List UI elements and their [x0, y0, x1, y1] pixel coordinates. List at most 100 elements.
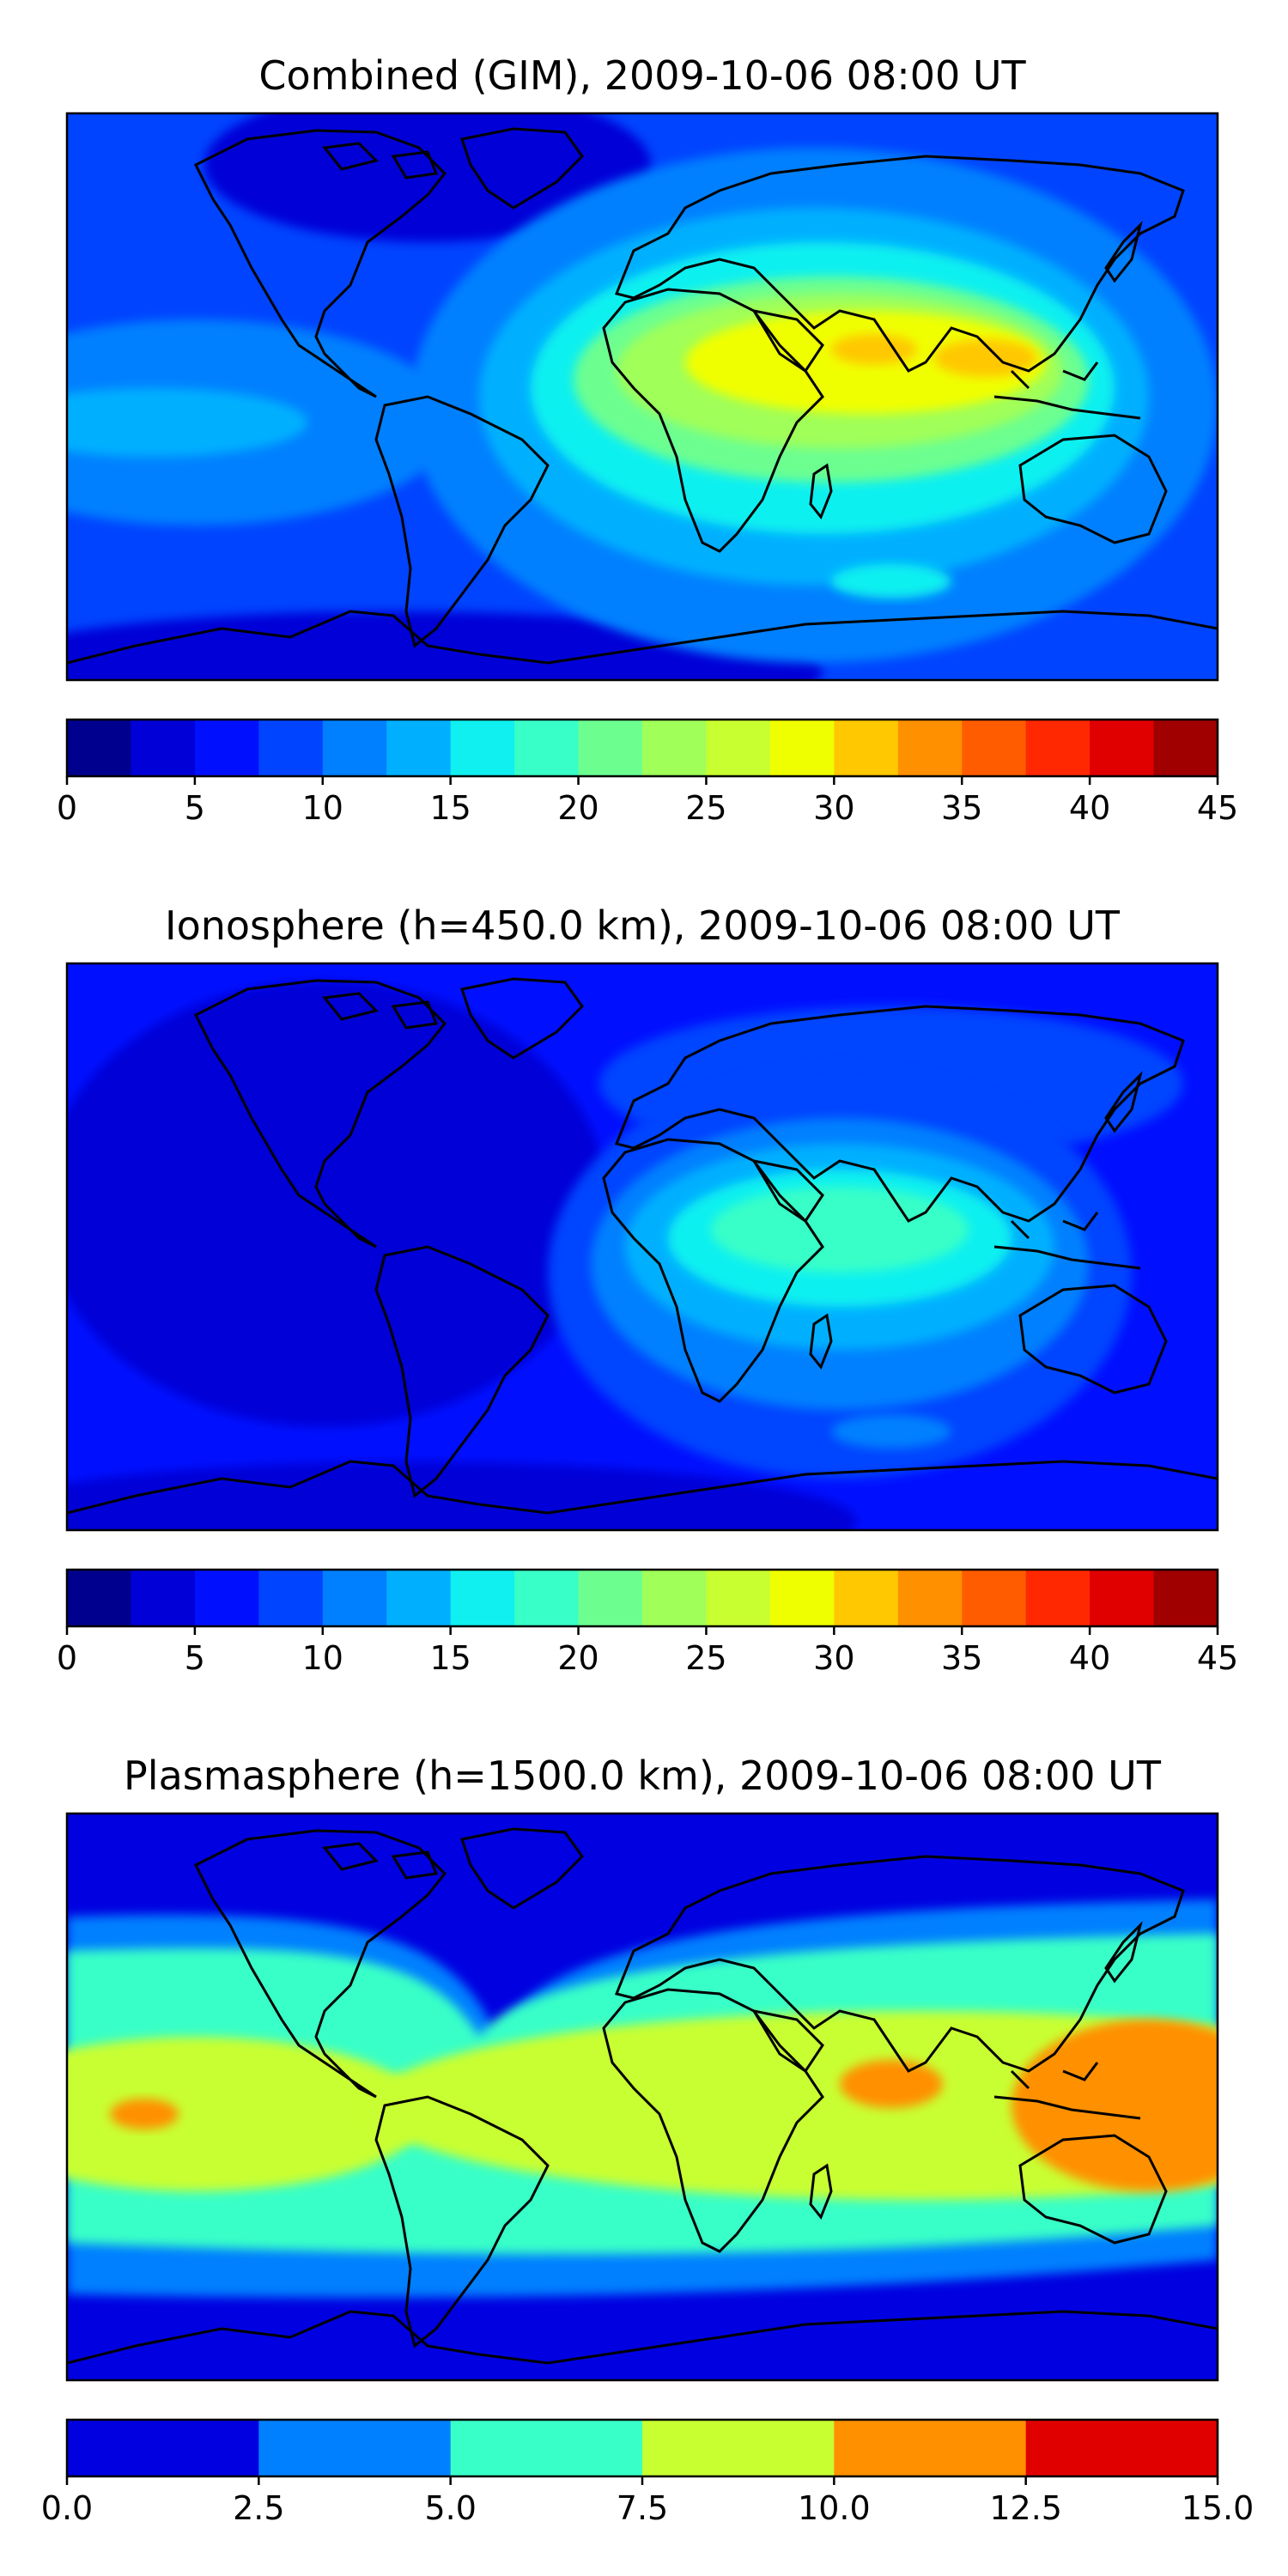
panel-1-colorbar-tick-label: 45 [1197, 789, 1238, 827]
panel-1-colorbar-segment [258, 720, 324, 776]
panel-2-zone-dayside-peak [711, 1187, 969, 1273]
panel-1-zone-south-indian-ocean-patch [831, 564, 951, 598]
panel-2-field [67, 963, 1218, 1530]
panel-3-zone-west-pacific-maximum [1012, 2020, 1218, 2191]
panel-1-field [67, 113, 1218, 680]
panel-1-colorbar-tick-label: 40 [1069, 789, 1110, 827]
panel-2-title: Ionosphere (h=450.0 km), 2009-10-06 08:0… [165, 902, 1121, 949]
panel-3-colorbar-tick-label: 5.0 [424, 2489, 476, 2527]
panel-2-colorbar-segment [194, 1570, 259, 1626]
panel-1-colorbar-segment [450, 720, 515, 776]
panel-1-map [67, 113, 1218, 680]
panel-2-colorbar-segment [897, 1570, 963, 1626]
panel-1-map-frame [65, 112, 1219, 682]
panel-2-map [67, 963, 1218, 1530]
panel-3-colorbar-tick-label: 10.0 [798, 2489, 871, 2527]
panel-2-colorbar-tick-label: 35 [941, 1639, 982, 1677]
panel-2-colorbar-segment [769, 1570, 835, 1626]
panel-1-colorbar-tick-label: 20 [557, 789, 598, 827]
panel-1-colorbar-segment [578, 720, 643, 776]
panel-3-colorbar-tick-label: 0.0 [41, 2489, 93, 2527]
panel-2-colorbar-tick-label: 0 [57, 1639, 77, 1677]
panel-1-colorbar-tick-label: 35 [941, 789, 982, 827]
panel-1-title: Combined (GIM), 2009-10-06 08:00 UT [258, 52, 1026, 99]
panel-2-map-frame [65, 962, 1219, 1532]
panel-2-colorbar-segment [322, 1570, 387, 1626]
panel-1-colorbar-segment [1025, 720, 1091, 776]
panel-1-colorbar-segment [1090, 720, 1155, 776]
panel-plasmasphere: Plasmasphere (h=1500.0 km), 2009-10-06 0… [41, 1753, 1255, 2527]
panel-1-zone-india-maximum [831, 334, 917, 365]
panel-2-colorbar-segment [450, 1570, 515, 1626]
panel-1-colorbar-tick-label: 25 [685, 789, 726, 827]
panel-3-colorbar-segment [67, 2420, 259, 2476]
panel-1-colorbar-segment [962, 720, 1027, 776]
panel-2-colorbar-segment [1153, 1570, 1218, 1626]
panel-2-colorbar-tick-label: 40 [1069, 1639, 1110, 1677]
panel-2-colorbar-tick-label: 10 [302, 1639, 343, 1677]
panel-3-colorbar-segment [834, 2420, 1027, 2476]
panel-3-colorbar-segment [642, 2420, 835, 2476]
panel-1-colorbar-tick-label: 0 [57, 789, 77, 827]
panel-2-colorbar-tick-label: 20 [557, 1639, 598, 1677]
panel-1-colorbar-segment [131, 720, 196, 776]
panel-combined: Combined (GIM), 2009-10-06 08:00 UT 0 5 10… [57, 52, 1238, 827]
panel-1-colorbar-segment [67, 720, 131, 776]
panel-3-zone-pacific-maximum [110, 2099, 179, 2129]
panel-2-zone-southern-ocean-low [67, 1461, 857, 1530]
panel-3-colorbar-segment [258, 2420, 452, 2476]
panel-3-colorbar-segment [1025, 2420, 1218, 2476]
panel-3-map [67, 1814, 1218, 2380]
panel-1-colorbar-tick-label: 15 [429, 789, 471, 827]
panel-1-colorbar-tick-label: 30 [813, 789, 854, 827]
panel-2-colorbar-tick-label: 45 [1197, 1639, 1238, 1677]
panel-2-colorbar-segment [642, 1570, 707, 1626]
panel-1-zone-north-america-polar-cap [204, 113, 651, 242]
panel-1-colorbar-segment [897, 720, 963, 776]
panel-2-colorbar: 0 5 10 15 20 25 30 35 40 45 [57, 1568, 1238, 1677]
panel-1-colorbar-segment [194, 720, 259, 776]
panel-3-colorbar-segment [450, 2420, 643, 2476]
panel-3-zone-pacific-equatorial-high [67, 2037, 428, 2191]
panel-2-colorbar-segment [1025, 1570, 1091, 1626]
panel-2-colorbar-segment [131, 1570, 196, 1626]
panel-1-colorbar-segment [322, 720, 387, 776]
panel-3-colorbar-tick-label: 7.5 [617, 2489, 668, 2527]
panel-3-colorbar: 0.0 2.5 5.0 7.5 10.0 12.5 15.0 [41, 2418, 1255, 2527]
panel-ionosphere: Ionosphere (h=450.0 km), 2009-10-06 08:0… [57, 902, 1238, 1677]
panel-1-colorbar-segment [706, 720, 771, 776]
panel-1-zone-pacific-equatorial-core [67, 388, 307, 457]
panel-2-colorbar-segment [67, 1570, 131, 1626]
panel-3-map-frame [65, 1812, 1219, 2382]
panel-1-colorbar-segment [642, 720, 707, 776]
panel-2-colorbar-tick-label: 15 [429, 1639, 471, 1677]
panel-1-colorbar-segment [514, 720, 580, 776]
panel-3-zone-arabian-sea-maximum [840, 2060, 943, 2108]
panel-1-colorbar-segment [834, 720, 899, 776]
panel-2-colorbar-tick-label: 5 [185, 1639, 205, 1677]
panel-1-zone-southeast-asia-maximum [934, 339, 1037, 377]
panel-2-colorbar-segment [258, 1570, 324, 1626]
panel-2-colorbar-tick-label: 30 [813, 1639, 854, 1677]
panel-3-colorbar-tick-label: 12.5 [989, 2489, 1062, 2527]
panel-2-zone-americas-nightside-low [67, 981, 608, 1427]
panel-2-colorbar-segment [578, 1570, 643, 1626]
panel-1-colorbar-segment [769, 720, 835, 776]
panel-1-colorbar-frame [65, 718, 1219, 778]
panel-3-title: Plasmasphere (h=1500.0 km), 2009-10-06 0… [124, 1753, 1162, 1799]
panel-1-colorbar: 0 5 10 15 20 25 30 35 40 45 [57, 718, 1238, 827]
panel-1-colorbar-tick-label: 10 [302, 789, 343, 827]
panel-2-colorbar-segment [386, 1570, 452, 1626]
panel-2-colorbar-segment [834, 1570, 899, 1626]
panel-2-zone-south-indian-ocean-patch [831, 1414, 951, 1449]
panel-2-colorbar-tick-label: 25 [685, 1639, 726, 1677]
panel-2-colorbar-segment [962, 1570, 1027, 1626]
panel-3-colorbar-tick-label: 2.5 [233, 2489, 284, 2527]
panel-3-colorbar-tick-label: 15.0 [1182, 2489, 1255, 2527]
panel-2-colorbar-segment [706, 1570, 771, 1626]
panel-3-zone-eastern-hemisphere-high [368, 2011, 1218, 2200]
panel-1-colorbar-segment [386, 720, 452, 776]
panel-2-colorbar-frame [65, 1568, 1219, 1628]
panel-2-colorbar-segment [514, 1570, 580, 1626]
